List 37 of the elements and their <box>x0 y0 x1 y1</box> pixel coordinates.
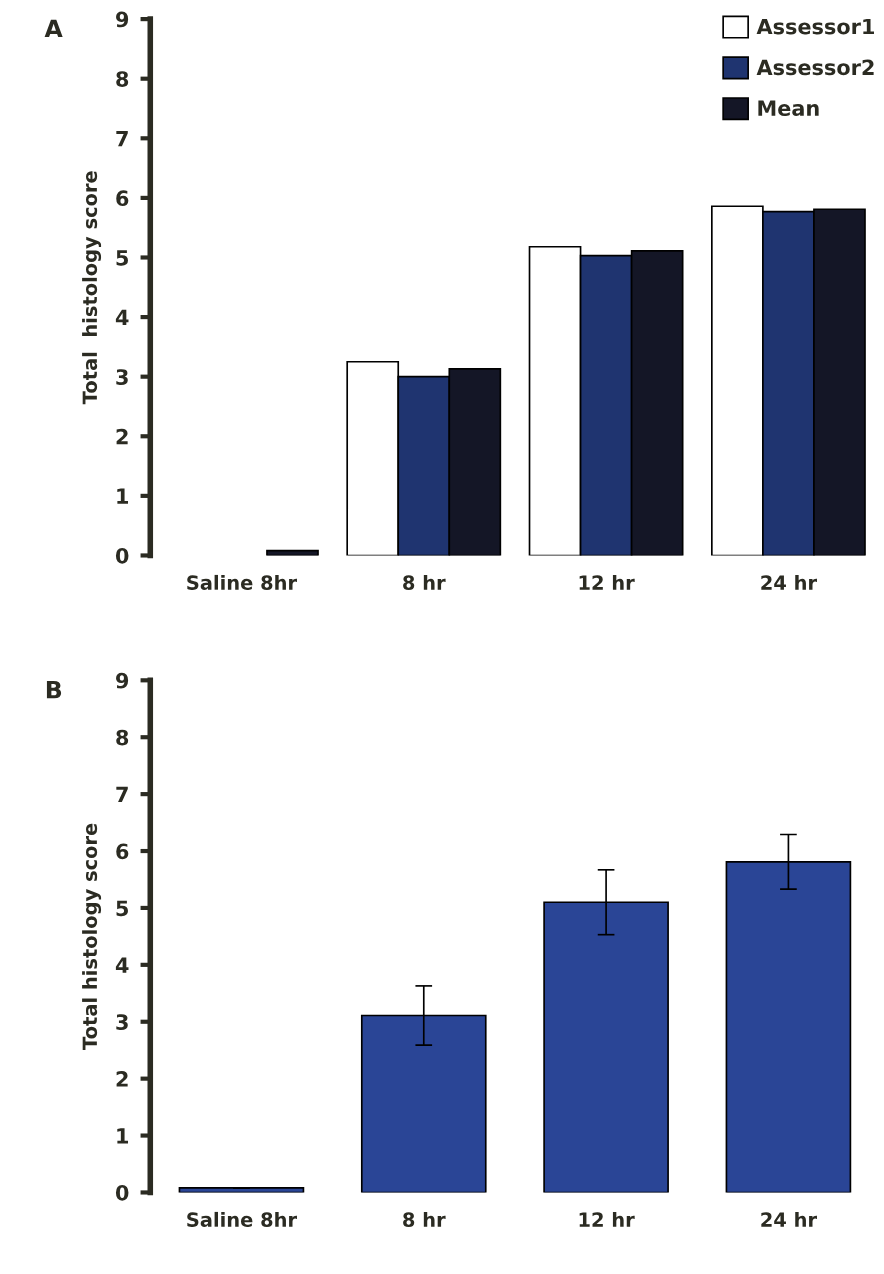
y-axis-title: Total histology score <box>82 171 102 405</box>
y-tick-label: 7 <box>116 786 128 803</box>
x-tick-label: 8 hr <box>403 574 446 590</box>
y-tick-label: 6 <box>116 843 129 860</box>
chart-title: A <box>44 19 63 38</box>
y-tick-label: 5 <box>116 250 128 266</box>
y-tick-label: 4 <box>115 309 129 325</box>
x-tick-label: 24 hr <box>761 1211 817 1227</box>
y-tick-label: 7 <box>116 131 128 147</box>
y-tick-label: 4 <box>115 957 129 973</box>
y-tick-label: 0 <box>115 547 129 564</box>
y-tick-label: 9 <box>116 672 129 689</box>
legend-label: Mean <box>758 100 819 116</box>
bar <box>266 549 319 556</box>
x-tick-label: Saline 8hr <box>187 574 297 590</box>
y-tick-label: 9 <box>116 11 129 28</box>
legend-label: Assessor2 <box>756 59 874 76</box>
y-axis-title: Total histology score <box>82 823 102 1050</box>
legend-label: Assessor1 <box>756 18 874 35</box>
x-tick-label: 8 hr <box>403 1211 446 1227</box>
y-tick-label: 3 <box>116 1014 128 1030</box>
y-tick-label: 3 <box>116 369 128 385</box>
y-tick-label: 1 <box>117 488 129 504</box>
x-tick-label: 24 hr <box>761 574 817 590</box>
y-tick-label: 2 <box>116 428 128 445</box>
y-tick-label: 0 <box>115 1184 129 1201</box>
bar <box>178 1187 305 1193</box>
y-tick-label: 8 <box>116 729 129 746</box>
x-tick-label: 12 hr <box>579 574 635 590</box>
x-tick-label: 12 hr <box>579 1211 635 1227</box>
y-tick-label: 8 <box>116 71 129 87</box>
x-tick-label: Saline 8hr <box>187 1211 297 1227</box>
y-tick-label: 5 <box>116 900 128 917</box>
y-tick-label: 1 <box>117 1128 129 1144</box>
y-tick-label: 6 <box>116 190 129 207</box>
y-tick-label: 2 <box>116 1071 128 1087</box>
chart-title: B <box>46 681 62 699</box>
